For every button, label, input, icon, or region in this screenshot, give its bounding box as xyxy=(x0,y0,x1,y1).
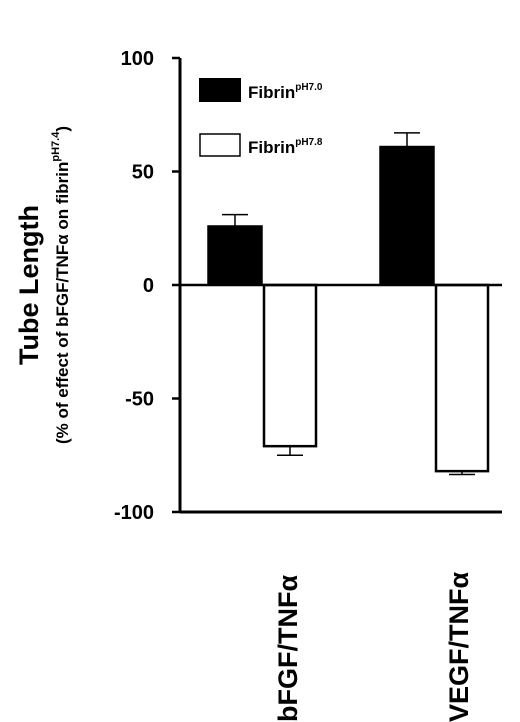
y-tick-label: 0 xyxy=(143,275,154,297)
bar-ph7-8-bfgf xyxy=(262,283,318,448)
category-label-vegf: VEGF/TNFα xyxy=(444,572,474,722)
legend-label-fibrin-ph7-0: FibrinpH7.0 xyxy=(248,82,323,102)
y-axis-label: Tube Length xyxy=(14,205,44,365)
bar-ph7-0-vegf xyxy=(379,145,435,286)
y-axis-ticks: 100 50 0 -50 -100 xyxy=(114,48,180,524)
y-tick-label: -50 xyxy=(125,389,154,411)
y-axis-title: Tube Length xyxy=(14,205,44,365)
error-bars xyxy=(222,132,475,476)
y-tick-label: -100 xyxy=(114,502,154,524)
x-axis-category-labels: bFGF/TNFα VEGF/TNFα xyxy=(273,572,474,722)
y-tick-label: 100 xyxy=(121,48,154,70)
y-axis-subtitle: (% of effect of bFGF/TNFα on fibrinpH7.4… xyxy=(50,126,72,444)
bars xyxy=(207,145,490,473)
y-axis-sublabel: (% of effect of bFGF/TNFα on fibrinpH7.4… xyxy=(50,126,72,444)
y-tick-label: 50 xyxy=(132,162,154,184)
bar-ph7-0-bfgf xyxy=(207,225,263,286)
category-label-bfgf: bFGF/TNFα xyxy=(273,575,303,722)
legend: FibrinpH7.0 FibrinpH7.8 xyxy=(199,78,323,157)
legend-swatch-fibrin-ph7-8 xyxy=(199,133,241,157)
legend-swatch-fibrin-ph7-0 xyxy=(199,78,241,102)
legend-label-fibrin-ph7-8: FibrinpH7.8 xyxy=(248,137,323,157)
bar-ph7-8-vegf xyxy=(434,283,490,473)
